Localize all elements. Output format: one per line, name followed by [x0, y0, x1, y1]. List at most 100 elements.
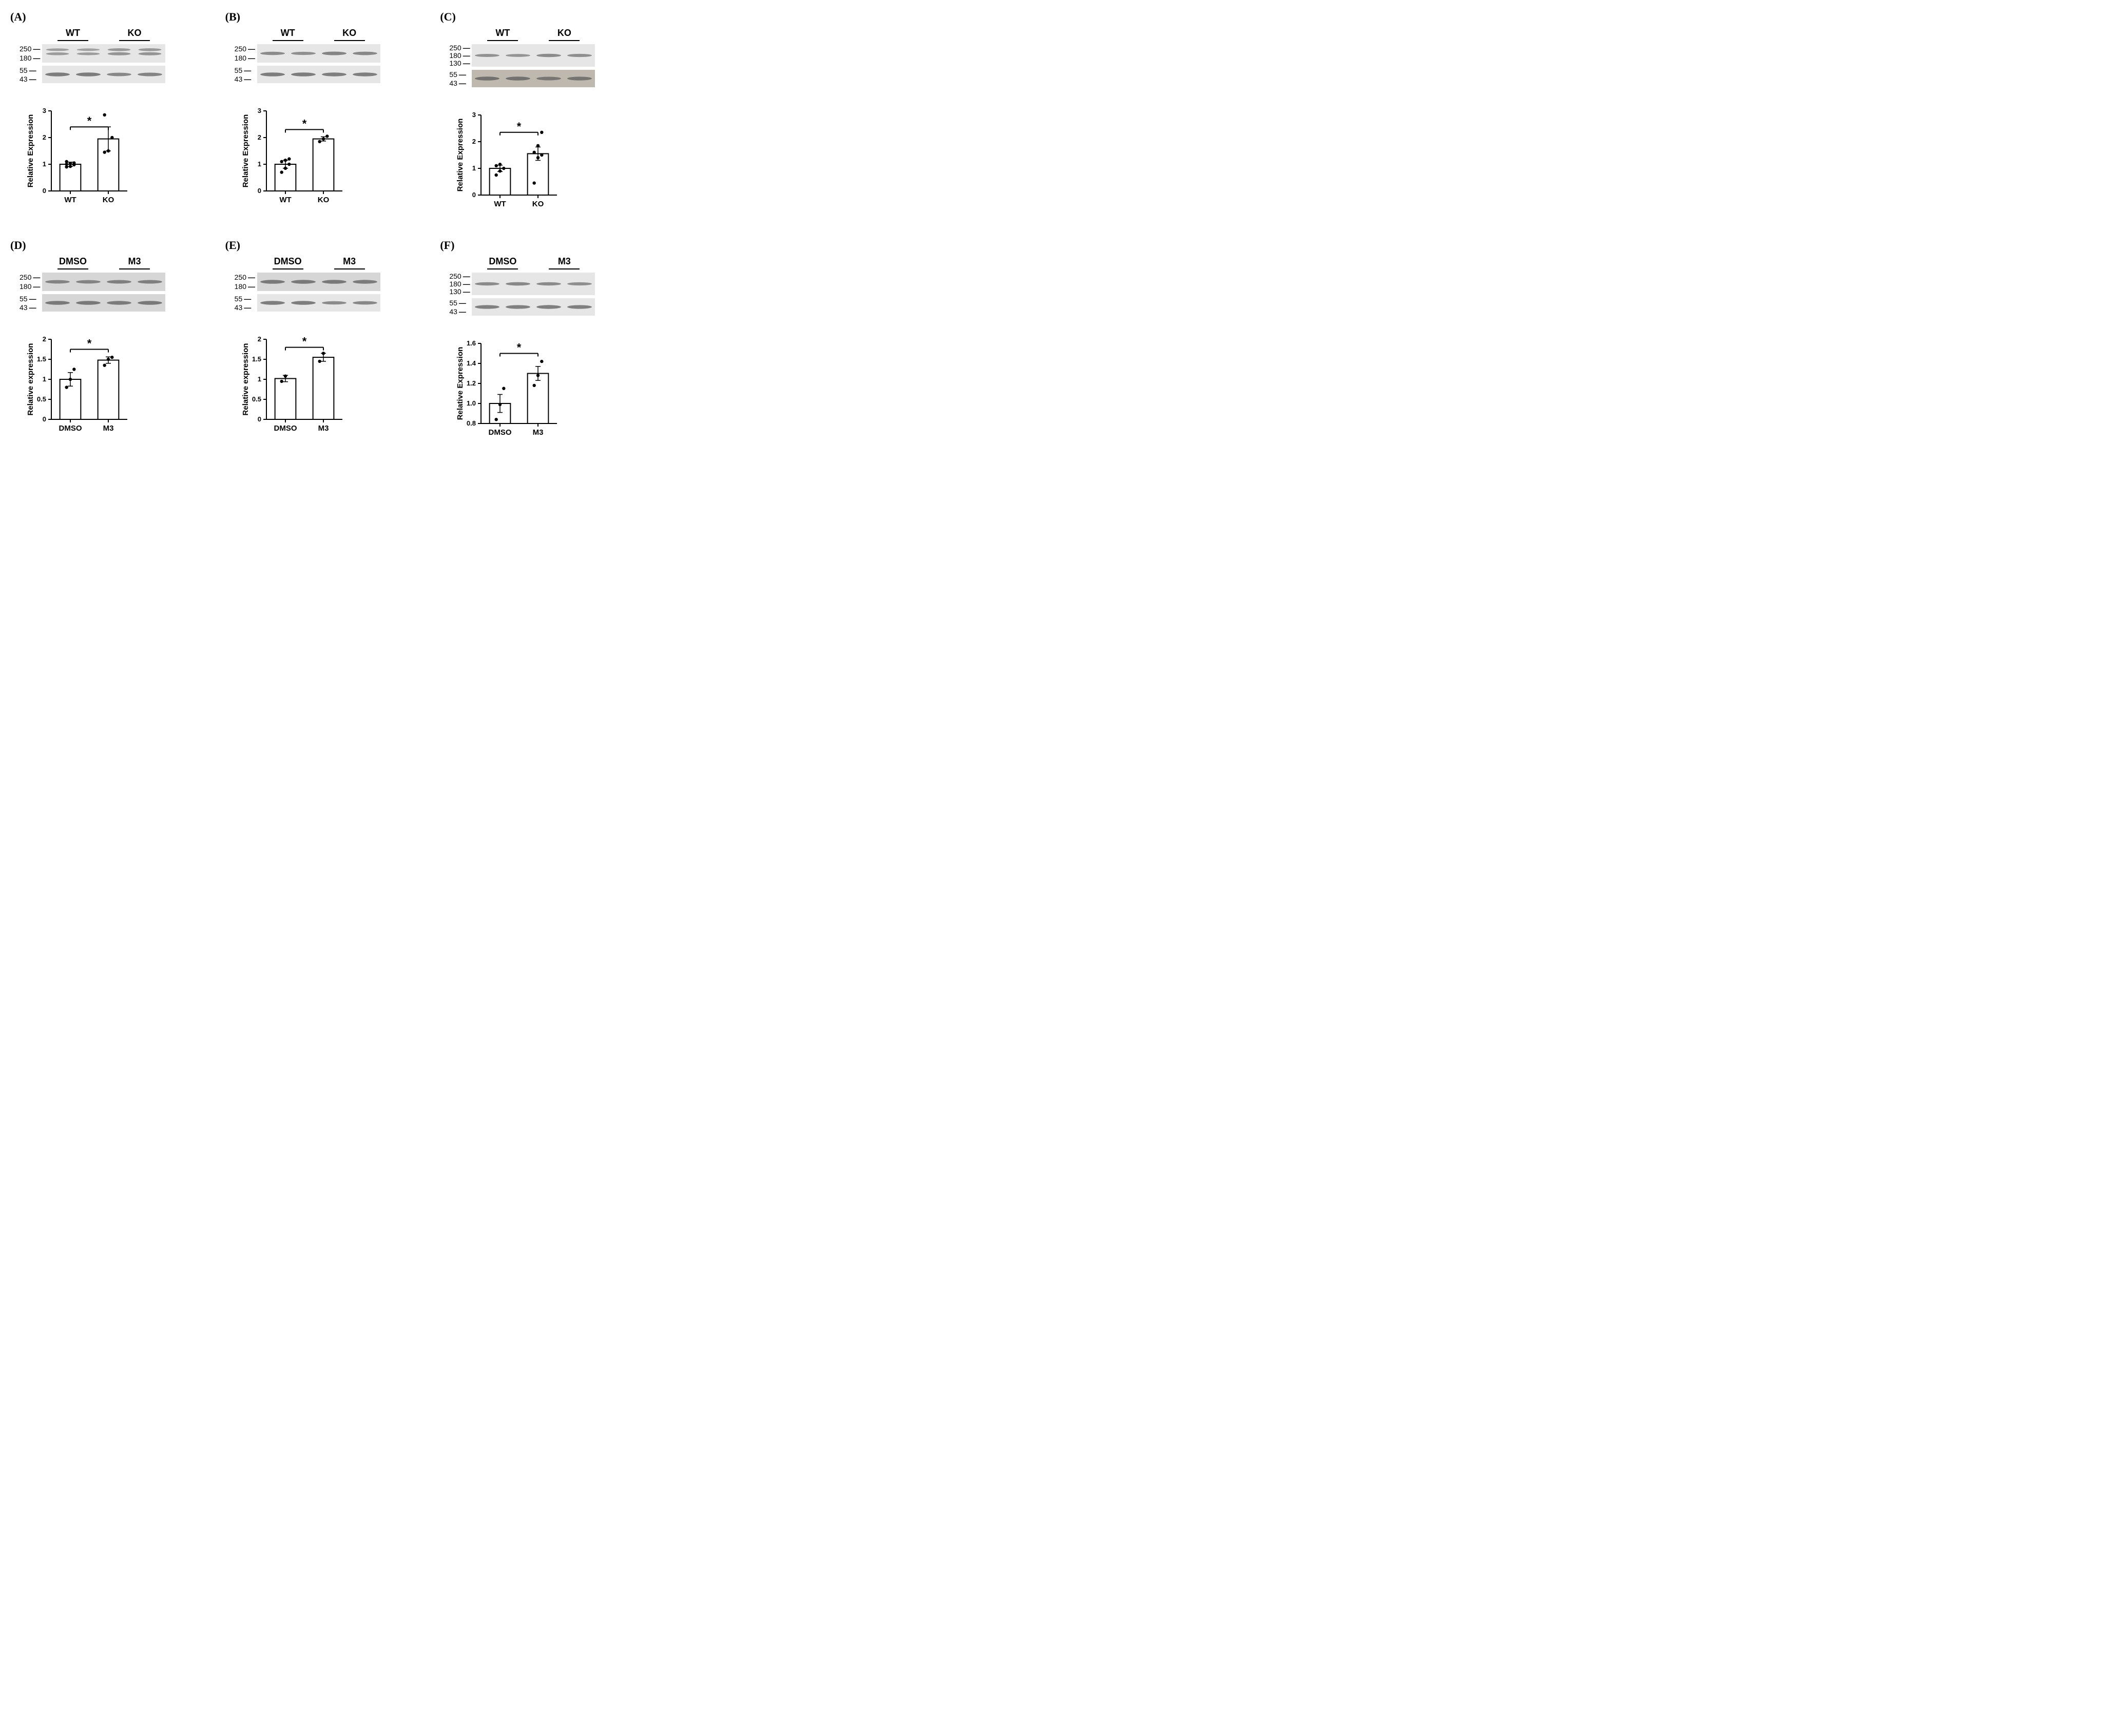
- bar-chart: 0123Relative ExpressionWTKO*: [25, 93, 132, 211]
- mw-markers: 250180: [20, 273, 39, 291]
- svg-text:2: 2: [43, 335, 46, 343]
- chart-wrap: 0123Relative ExpressionWTKO*: [25, 93, 132, 214]
- western-blot: WTKO250180 5543: [235, 28, 380, 83]
- mw-markers: 5543: [449, 298, 469, 316]
- panel-C: (C)WTKO25018013055430123Relative Express…: [440, 10, 637, 218]
- panel-B: (B)WTKO25018055430123Relative Expression…: [225, 10, 422, 218]
- svg-text:1: 1: [257, 160, 261, 168]
- lane-labels: WTKO: [257, 28, 380, 41]
- mw-markers: 5543: [20, 294, 39, 312]
- svg-text:1: 1: [257, 375, 261, 383]
- svg-text:3: 3: [472, 111, 476, 119]
- panel-label: (C): [440, 10, 456, 24]
- svg-text:2: 2: [257, 335, 261, 343]
- svg-text:KO: KO: [317, 196, 329, 204]
- bar-chart: 0123Relative ExpressionWTKO*: [240, 93, 348, 211]
- lane-label: DMSO: [472, 256, 533, 269]
- bar-chart: 00.511.52Relative expressionDMSOM3*: [25, 322, 132, 440]
- lane-label: KO: [533, 28, 595, 41]
- chart-wrap: 0123Relative ExpressionWTKO*: [240, 93, 348, 214]
- panel-label: (F): [440, 239, 454, 252]
- blot-row-top: 250180: [235, 273, 380, 291]
- blot-row-bottom: 5543: [235, 66, 380, 83]
- svg-text:1.5: 1.5: [37, 355, 46, 363]
- panel-label: (B): [225, 10, 240, 24]
- panel-label: (D): [10, 239, 26, 252]
- svg-text:*: *: [517, 341, 522, 354]
- panel-F: (F)DMSOM325018013055430.81.01.21.41.6Rel…: [440, 239, 637, 447]
- svg-text:1.6: 1.6: [467, 339, 476, 347]
- lane-label: WT: [257, 28, 319, 41]
- svg-text:M3: M3: [318, 424, 329, 433]
- panel-D: (D)DMSOM3250180554300.511.52Relative exp…: [10, 239, 207, 447]
- lane-label: WT: [472, 28, 533, 41]
- bar-chart: 0123Relative ExpressionWTKO*: [454, 98, 562, 216]
- western-blot: DMSOM32501801305543: [449, 256, 595, 316]
- svg-text:1: 1: [43, 160, 46, 168]
- svg-text:1.0: 1.0: [467, 399, 476, 407]
- svg-text:1.5: 1.5: [252, 355, 261, 363]
- svg-text:Relative expression: Relative expression: [241, 343, 250, 416]
- mw-markers: 250180130: [449, 44, 469, 67]
- svg-text:1: 1: [472, 164, 476, 172]
- chart-wrap: 00.511.52Relative expressionDMSOM3*: [25, 322, 132, 442]
- svg-text:0.5: 0.5: [252, 395, 261, 403]
- panel-label: (E): [225, 239, 240, 252]
- panel-A: (A)WTKO25018055430123Relative Expression…: [10, 10, 207, 218]
- svg-text:1.4: 1.4: [467, 359, 476, 367]
- mw-markers: 5543: [235, 66, 254, 83]
- svg-text:WT: WT: [279, 196, 291, 204]
- lane-label: M3: [104, 256, 165, 269]
- svg-text:0: 0: [43, 415, 46, 423]
- svg-text:WT: WT: [494, 200, 506, 208]
- lane-label: M3: [319, 256, 380, 269]
- mw-markers: 250180130: [449, 273, 469, 295]
- bar-chart: 0.81.01.21.41.6Relative ExpressionDMSOM3…: [454, 326, 562, 444]
- svg-text:*: *: [517, 120, 522, 133]
- svg-text:Relative Expression: Relative Expression: [456, 119, 465, 192]
- svg-text:0.5: 0.5: [37, 395, 46, 403]
- mw-markers: 250180: [20, 44, 39, 63]
- lane-label: DMSO: [42, 256, 104, 269]
- western-blot: WTKO2501801305543: [449, 28, 595, 87]
- svg-text:Relative expression: Relative expression: [26, 343, 35, 416]
- panel-label: (A): [10, 10, 26, 24]
- svg-text:DMSO: DMSO: [489, 428, 512, 437]
- svg-text:0: 0: [257, 187, 261, 195]
- svg-text:KO: KO: [103, 196, 114, 204]
- lane-labels: WTKO: [42, 28, 165, 41]
- chart-wrap: 0123Relative ExpressionWTKO*: [454, 98, 562, 218]
- blot-row-bottom: 5543: [20, 294, 165, 312]
- mw-markers: 250180: [235, 44, 254, 63]
- svg-text:2: 2: [257, 133, 261, 141]
- lane-label: DMSO: [257, 256, 319, 269]
- svg-text:KO: KO: [532, 200, 544, 208]
- svg-text:2: 2: [472, 138, 476, 145]
- blot-row-top: 250180: [20, 44, 165, 63]
- lane-label: WT: [42, 28, 104, 41]
- svg-text:*: *: [87, 114, 92, 127]
- svg-text:M3: M3: [533, 428, 544, 437]
- lane-labels: WTKO: [472, 28, 595, 41]
- svg-text:DMSO: DMSO: [274, 424, 297, 433]
- blot-row-bottom: 5543: [449, 298, 595, 316]
- svg-text:Relative Expression: Relative Expression: [456, 347, 465, 420]
- western-blot: DMSOM32501805543: [235, 256, 380, 312]
- svg-text:M3: M3: [103, 424, 114, 433]
- svg-text:1.2: 1.2: [467, 379, 476, 387]
- bar-chart: 0 0.5 1 1.5 2 Relative expression DMSO M3 *: [240, 322, 348, 440]
- svg-text:0: 0: [257, 415, 261, 423]
- blot-row-bottom: 5543: [20, 66, 165, 83]
- svg-text:DMSO: DMSO: [59, 424, 82, 433]
- svg-text:Relative Expression: Relative Expression: [26, 114, 35, 188]
- lane-labels: DMSOM3: [472, 256, 595, 269]
- lane-label: M3: [533, 256, 595, 269]
- svg-text:*: *: [302, 335, 306, 348]
- mw-markers: 5543: [449, 70, 469, 87]
- svg-text:0: 0: [43, 187, 46, 195]
- svg-text:3: 3: [257, 107, 261, 114]
- chart-wrap: 0 0.5 1 1.5 2 Relative expression DMSO M3 *: [240, 322, 348, 442]
- lane-labels: DMSOM3: [42, 256, 165, 269]
- svg-text:2: 2: [43, 133, 46, 141]
- svg-text:*: *: [87, 337, 92, 350]
